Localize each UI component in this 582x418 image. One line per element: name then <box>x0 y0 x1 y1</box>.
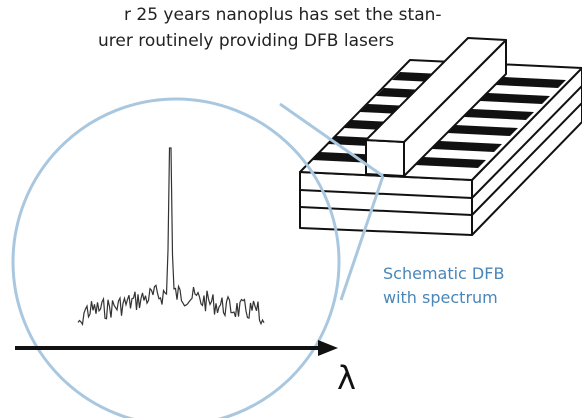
figure-caption: Schematic DFB with spectrum <box>383 262 504 310</box>
intro-line-1: r 25 years nanoplus has set the stan- <box>124 5 442 25</box>
magnifier-tangent-bottom <box>339 175 385 301</box>
wavelength-axis-arrowhead <box>318 340 338 356</box>
spectrum-line <box>77 147 265 326</box>
magnifier-tangent-top <box>279 102 384 178</box>
ridge-front <box>365 139 405 177</box>
intro-line-2: urer routinely providing DFB lasers <box>98 31 395 51</box>
caption-line-2: with spectrum <box>383 288 498 307</box>
magnifier-circle <box>11 97 341 418</box>
ridge-top <box>365 37 507 143</box>
chip-layer-line-1 <box>299 189 473 199</box>
magnifier <box>11 97 385 418</box>
caption-line-1: Schematic DFB <box>383 264 505 283</box>
chip-right-layer-2 <box>471 102 582 216</box>
chip-front-face <box>299 171 473 236</box>
spectrum-plot <box>15 147 338 356</box>
lambda-axis-label: λ <box>337 359 356 397</box>
chip-right-layer-1 <box>471 85 582 199</box>
